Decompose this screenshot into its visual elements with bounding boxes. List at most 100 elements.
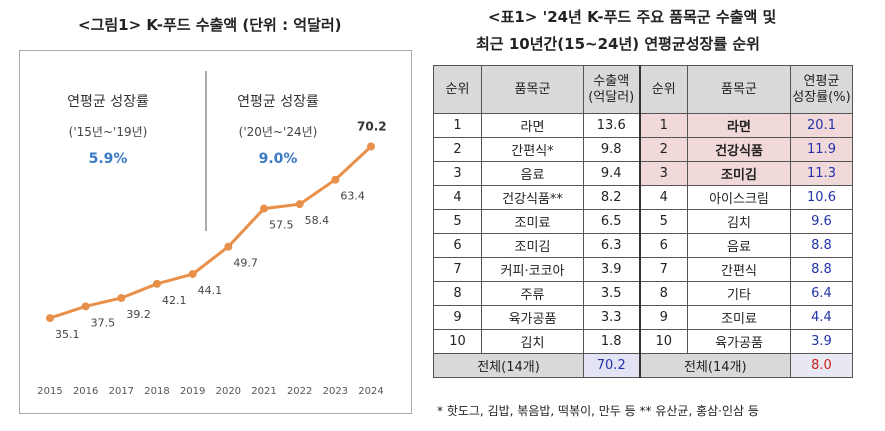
header-export: 수출액 (억달러) bbox=[583, 65, 640, 114]
cell-export: 6.5 bbox=[583, 209, 640, 234]
table-row: 5 조미료 6.5 5 김치 9.6 bbox=[433, 209, 853, 234]
cell-growth-rate: 11.9 bbox=[790, 137, 853, 162]
growth-rate-2: 9.0% bbox=[258, 151, 298, 167]
cell-growth-rank: 6 bbox=[638, 233, 688, 258]
data-label: 37.5 bbox=[91, 316, 116, 329]
total-export: 70.2 bbox=[583, 353, 640, 378]
growth-period-1: ('15년~'19년) bbox=[68, 125, 148, 139]
growth-label-2: 연평균 성장률 bbox=[237, 94, 319, 110]
x-tick-label: 2018 bbox=[144, 386, 169, 397]
cell-item: 건강식품** bbox=[481, 185, 584, 210]
cell-item: 육가공품 bbox=[481, 305, 584, 330]
cell-export: 9.8 bbox=[583, 137, 640, 162]
cell-export: 8.2 bbox=[583, 185, 640, 210]
cell-growth-rate: 4.4 bbox=[790, 305, 853, 330]
cell-growth-rate: 9.6 bbox=[790, 209, 853, 234]
x-tick-label: 2024 bbox=[358, 386, 383, 397]
cell-rank: 6 bbox=[433, 233, 482, 258]
cell-growth-item: 라면 bbox=[687, 113, 791, 138]
series-line bbox=[49, 145, 373, 320]
cell-rank: 5 bbox=[433, 209, 482, 234]
data-label: 70.2 bbox=[357, 119, 387, 133]
cell-growth-item: 조미김 bbox=[687, 161, 791, 186]
figure-title: <그림1> K-푸드 수출액 (단위 : 억달러) bbox=[78, 16, 342, 34]
data-point bbox=[117, 294, 126, 303]
cell-growth-item: 육가공품 bbox=[687, 329, 791, 354]
data-point bbox=[331, 175, 340, 184]
x-tick-label: 2021 bbox=[251, 386, 276, 397]
x-tick-label: 2022 bbox=[287, 386, 312, 397]
table-row: 7 커피·코코아 3.9 7 간편식 8.8 bbox=[433, 257, 853, 282]
data-label: 49.7 bbox=[233, 257, 257, 270]
data-label: 63.4 bbox=[340, 190, 365, 203]
cell-growth-item: 김치 bbox=[687, 209, 791, 234]
cell-rank: 7 bbox=[433, 257, 482, 282]
header-export-line1: 수출액 bbox=[593, 73, 630, 89]
cell-rank: 1 bbox=[433, 113, 482, 138]
data-label: 35.1 bbox=[55, 328, 80, 341]
cell-growth-item: 아이스크림 bbox=[687, 185, 791, 210]
x-tick-label: 2017 bbox=[109, 386, 134, 397]
chart-frame: 35.1 2015 37.5 2016 39.2 2017 42.1 2018 44.1 2019… bbox=[19, 50, 412, 414]
table-title-line1: <표1> '24년 K-푸드 주요 품목군 수출액 및 bbox=[488, 8, 777, 26]
cell-rank: 3 bbox=[433, 161, 482, 186]
cell-growth-rank: 2 bbox=[638, 137, 688, 162]
cell-growth-rank: 4 bbox=[638, 185, 688, 210]
data-point bbox=[367, 142, 375, 151]
line-chart: 35.1 2015 37.5 2016 39.2 2017 42.1 2018 44.1 2019… bbox=[37, 71, 387, 397]
table-title-line2: 최근 10년간(15~24년) 연평균성장률 순위 bbox=[476, 35, 760, 53]
data-label: 39.2 bbox=[126, 308, 151, 321]
data-point bbox=[295, 200, 304, 209]
table-header-row: 순위 품목군 수출액 (억달러) 순위 품목군 연평균 성장률(%) bbox=[433, 65, 853, 114]
data-label: 42.1 bbox=[162, 294, 187, 307]
cell-item: 커피·코코아 bbox=[481, 257, 584, 282]
cell-growth-item: 간편식 bbox=[687, 257, 791, 282]
cell-item: 간편식* bbox=[481, 137, 584, 162]
data-point bbox=[153, 279, 161, 288]
cell-export: 3.5 bbox=[583, 281, 640, 306]
cell-growth-item: 조미료 bbox=[687, 305, 791, 330]
cell-item: 주류 bbox=[481, 281, 584, 306]
x-tick-label: 2019 bbox=[180, 386, 205, 397]
cell-growth-rate: 20.1 bbox=[790, 113, 853, 138]
data-point bbox=[188, 270, 197, 279]
table-row: 9 육가공품 3.3 9 조미료 4.4 bbox=[433, 305, 853, 330]
table-row: 3 음료 9.4 3 조미김 11.3 bbox=[433, 161, 853, 186]
ranking-table: 순위 품목군 수출액 (억달러) 순위 품목군 연평균 성장률(%) 1 라면 13… bbox=[433, 65, 853, 378]
data-point bbox=[260, 204, 268, 213]
cell-growth-rate: 8.8 bbox=[790, 257, 853, 282]
table-row: 10 김치 1.8 10 육가공품 3.9 bbox=[433, 329, 853, 354]
x-tick-label: 2015 bbox=[37, 386, 62, 397]
cell-growth-rank: 1 bbox=[638, 113, 688, 138]
table-row: 2 간편식* 9.8 2 건강식품 11.9 bbox=[433, 137, 853, 162]
x-tick-label: 2020 bbox=[216, 386, 241, 397]
x-tick-label: 2023 bbox=[323, 386, 348, 397]
header-item: 품목군 bbox=[481, 65, 584, 114]
data-label: 57.5 bbox=[269, 219, 294, 232]
cell-growth-rank: 8 bbox=[638, 281, 688, 306]
table-total-row: 전체(14개) 70.2 전체(14개) 8.0 bbox=[433, 353, 853, 378]
cell-export: 6.3 bbox=[583, 233, 640, 258]
cell-growth-rate: 10.6 bbox=[790, 185, 853, 210]
cell-item: 음료 bbox=[481, 161, 584, 186]
table-row: 6 조미김 6.3 6 음료 8.8 bbox=[433, 233, 853, 258]
data-label: 58.4 bbox=[305, 214, 330, 227]
cell-growth-rate: 6.4 bbox=[790, 281, 853, 306]
cell-growth-rate: 3.9 bbox=[790, 329, 853, 354]
header-rank: 순위 bbox=[433, 65, 482, 114]
cell-growth-rank: 3 bbox=[638, 161, 688, 186]
cell-growth-rank: 5 bbox=[638, 209, 688, 234]
header-growth-item: 품목군 bbox=[687, 65, 791, 114]
cell-growth-rank: 7 bbox=[638, 257, 688, 282]
table-footnote: * 핫도그, 김밥, 볶음밥, 떡볶이, 만두 등 ** 유산균, 홍삼·인삼 … bbox=[437, 404, 759, 418]
cell-growth-item: 건강식품 bbox=[687, 137, 791, 162]
header-growth-line1: 연평균 bbox=[803, 73, 840, 89]
cell-growth-item: 기타 bbox=[687, 281, 791, 306]
cell-export: 9.4 bbox=[583, 161, 640, 186]
growth-period-2: ('20년~'24년) bbox=[238, 125, 318, 139]
cell-item: 김치 bbox=[481, 329, 584, 354]
table-row: 4 건강식품** 8.2 4 아이스크림 10.6 bbox=[433, 185, 853, 210]
cell-growth-rank: 10 bbox=[638, 329, 688, 354]
cell-growth-item: 음료 bbox=[687, 233, 791, 258]
cell-rank: 10 bbox=[433, 329, 482, 354]
